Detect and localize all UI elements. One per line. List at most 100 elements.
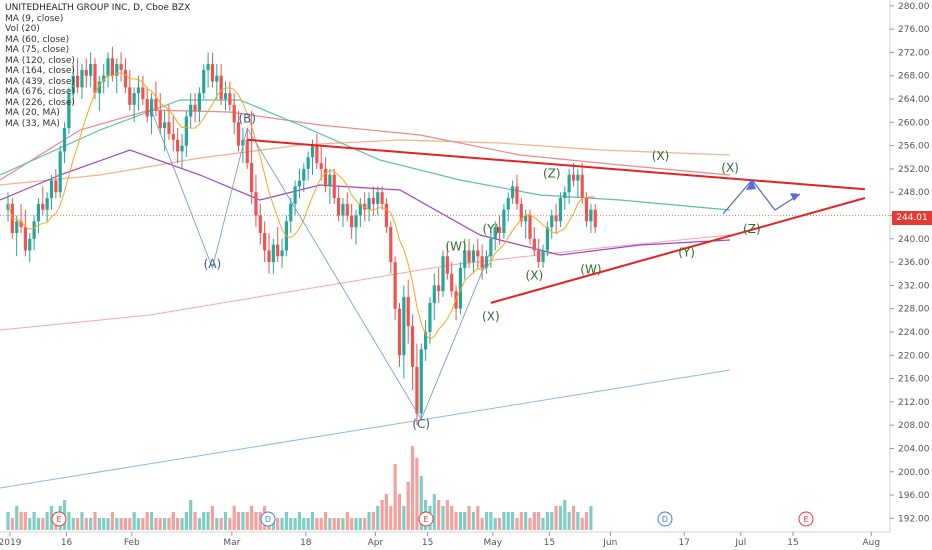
candle-body xyxy=(106,58,110,76)
candle-body xyxy=(132,93,136,105)
candle-body xyxy=(384,203,389,228)
candle-body xyxy=(258,215,262,233)
candle-body xyxy=(389,227,393,263)
x-tick-label: Apr xyxy=(368,538,384,548)
candle-body xyxy=(563,192,567,199)
volume-bar xyxy=(258,512,262,530)
y-tick-label: 272.00 xyxy=(898,48,930,58)
volume-bar xyxy=(554,506,558,530)
legend-indicator[interactable]: MA (164, close) xyxy=(5,66,75,76)
volume-bar xyxy=(80,512,84,530)
y-tick-label: 204.00 xyxy=(898,444,930,454)
volume-bar xyxy=(163,518,167,530)
volume-bar xyxy=(93,512,97,530)
volume-bar xyxy=(350,518,354,530)
volume-bar xyxy=(206,512,210,530)
volume-bar xyxy=(367,512,371,530)
candle-body xyxy=(180,145,184,152)
candle-body xyxy=(437,285,441,292)
volume-bar xyxy=(297,512,302,530)
volume-bar xyxy=(41,518,45,530)
legend-indicator[interactable]: MA (120, close) xyxy=(5,55,75,66)
legend-indicator[interactable]: MA (20, MA) xyxy=(5,108,60,118)
volume-bar xyxy=(145,512,149,530)
volume-bar xyxy=(250,506,254,530)
candle-body xyxy=(45,198,49,210)
last-price-label: 244.01 xyxy=(892,211,932,225)
legend-indicator[interactable]: MA (676, close) xyxy=(5,87,75,97)
candle-body xyxy=(36,203,41,222)
candle-body xyxy=(541,250,545,263)
y-tick-label: 280.00 xyxy=(898,2,930,12)
candle-body xyxy=(58,151,62,193)
candle-body xyxy=(219,75,223,100)
legend-indicator[interactable]: MA (33, MA) xyxy=(5,118,60,129)
candle-body xyxy=(271,244,275,263)
y-tick-label: 232.00 xyxy=(898,281,930,291)
y-tick-label: 264.00 xyxy=(898,95,930,105)
wave-label: (C) xyxy=(412,417,430,431)
volume-bar xyxy=(511,512,515,530)
volume-bar xyxy=(441,506,445,530)
volume-bar xyxy=(497,518,502,530)
candle-body xyxy=(84,69,88,76)
legend-indicator[interactable]: MA (226, close) xyxy=(5,97,75,108)
legend-indicator[interactable]: MA (9, close) xyxy=(5,13,64,24)
volume-bar xyxy=(184,512,188,530)
volume-bar xyxy=(245,512,249,530)
candle-body xyxy=(110,58,114,76)
volume-bar xyxy=(528,518,532,530)
candle-body xyxy=(424,331,428,350)
ma-long-line xyxy=(0,149,731,256)
legend-indicator[interactable]: MA (439, close) xyxy=(5,76,75,87)
candle-body xyxy=(345,203,349,216)
candle-body xyxy=(136,87,141,94)
x-tick-label: 15 xyxy=(422,538,433,548)
volume-bar xyxy=(306,518,310,530)
volume-bar xyxy=(219,518,223,530)
candle-body xyxy=(15,221,19,233)
volume-bar xyxy=(289,518,293,530)
volume-bar xyxy=(484,512,489,530)
volume-bar xyxy=(541,518,545,530)
volume-bar xyxy=(506,512,510,530)
volume-bar xyxy=(576,512,580,530)
volume-bar xyxy=(171,512,175,530)
candle-body xyxy=(489,238,493,257)
projection-path xyxy=(722,178,801,215)
candle-body xyxy=(402,297,406,356)
y-tick-label: 256.00 xyxy=(898,142,930,152)
volume-bar xyxy=(84,518,88,530)
volume-bar xyxy=(419,476,423,530)
wave-label: (Y) xyxy=(482,222,499,236)
volume-bar xyxy=(471,512,476,530)
legend-indicator[interactable]: MA (75, close) xyxy=(5,45,70,55)
ma-long-line xyxy=(0,369,731,489)
legend-indicator[interactable]: MA (60, close) xyxy=(5,34,70,45)
volume-bar xyxy=(384,494,389,530)
volume-bar xyxy=(15,506,19,530)
candle-body xyxy=(428,302,432,332)
legend-indicator[interactable]: Vol (20) xyxy=(5,24,40,34)
candle-body xyxy=(506,198,510,210)
volume-bar xyxy=(476,506,480,530)
volume-bar xyxy=(293,518,297,530)
candle-body xyxy=(28,238,32,251)
candle-body xyxy=(23,227,27,251)
candle-body xyxy=(393,262,397,309)
volume-bar xyxy=(563,500,567,530)
candle-body xyxy=(537,250,541,263)
volume-bar xyxy=(89,518,93,530)
candle-body xyxy=(528,215,532,239)
candle-body xyxy=(410,326,415,367)
volume-bar xyxy=(323,512,328,530)
volume-bar xyxy=(580,518,584,530)
price-axis-background xyxy=(890,0,932,550)
candle-body xyxy=(263,232,267,251)
x-tick-label: Aug xyxy=(863,538,881,548)
volume-bar xyxy=(363,518,367,530)
wave-label: (B) xyxy=(238,111,256,125)
y-tick-label: 240.00 xyxy=(898,235,930,245)
wave-label: (X) xyxy=(721,161,739,175)
